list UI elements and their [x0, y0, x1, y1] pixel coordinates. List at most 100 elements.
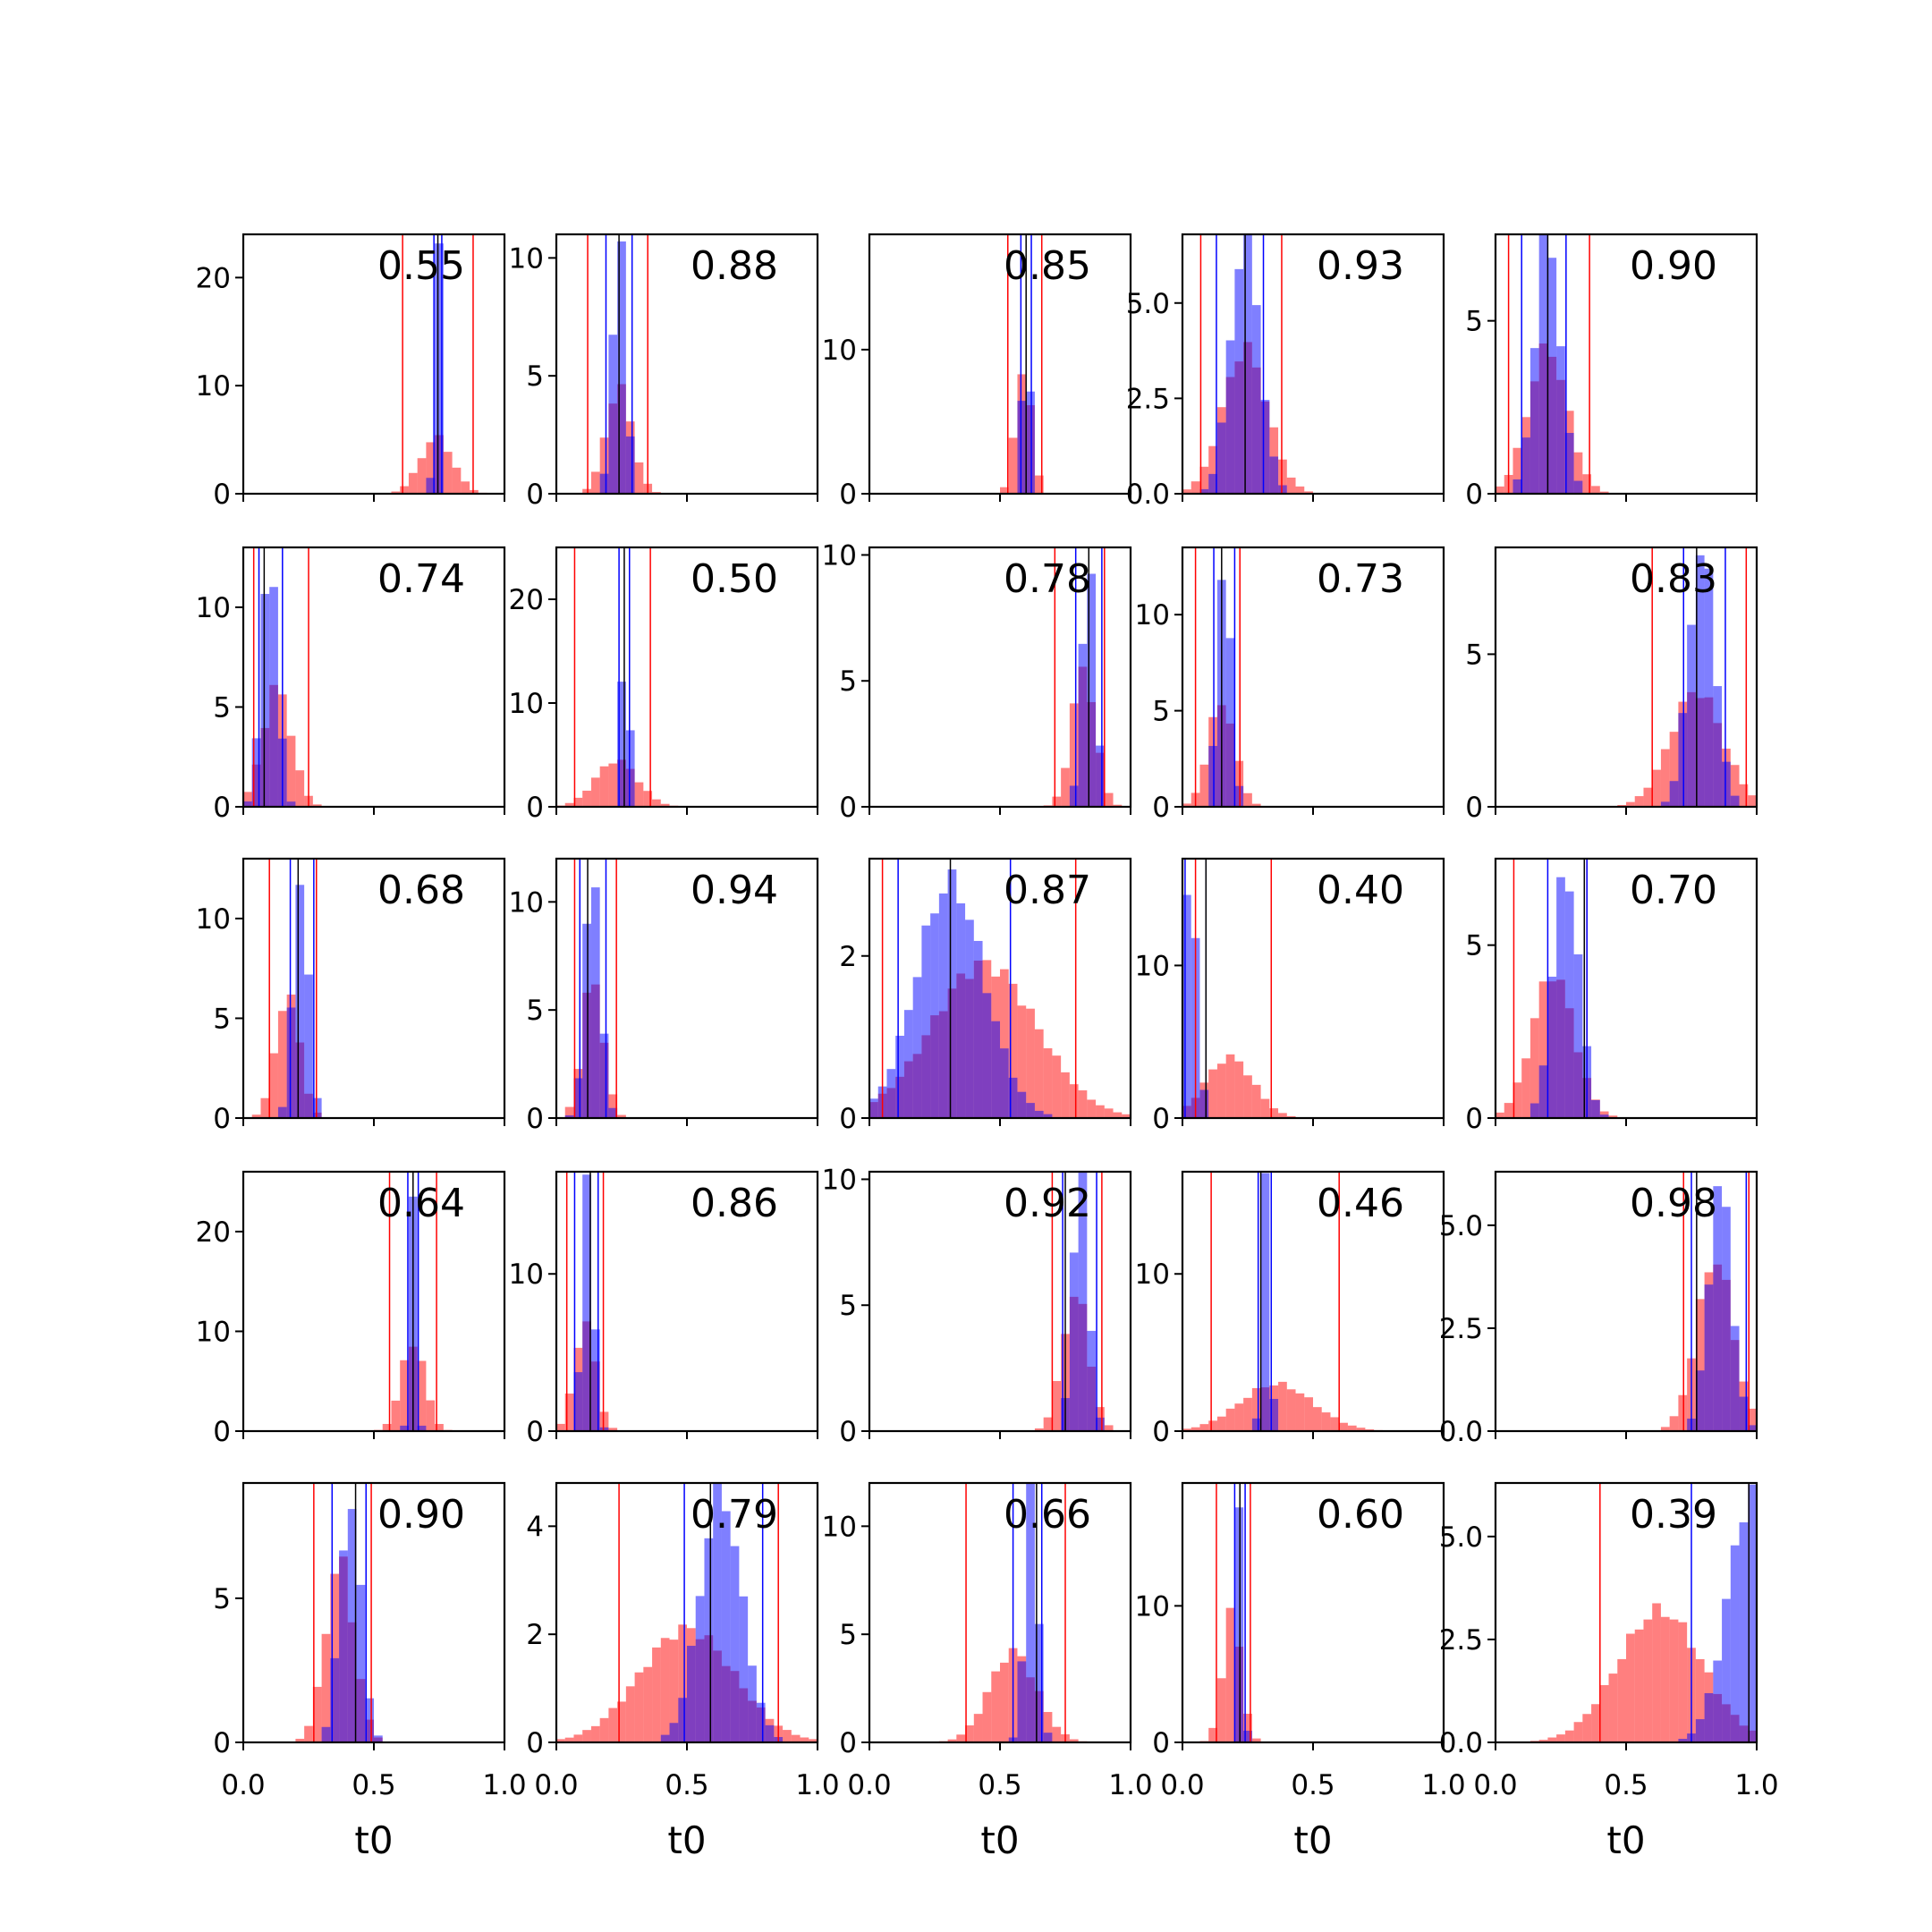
blue-histogram-bar [312, 1097, 322, 1118]
blue-histogram-bar [400, 1425, 409, 1431]
panel-value-label: 0.74 [377, 556, 465, 602]
red-histogram-bar [1034, 1428, 1044, 1431]
red-histogram-bar [1295, 486, 1305, 494]
red-histogram-bar [1251, 803, 1261, 807]
red-histogram-bar [1234, 760, 1244, 807]
red-histogram-bar [321, 1633, 331, 1742]
red-histogram-bar [1573, 1722, 1583, 1742]
y-tick-label: 2 [839, 941, 857, 973]
blue-histogram-bar [1034, 1623, 1044, 1742]
blue-histogram-bar [956, 902, 966, 1118]
x-tick-label: 0.0 [1473, 1769, 1517, 1801]
x-axis-labels-layer: 0.0 0.5 1.0 t0 0.0 0.5 1.0 t0 0.0 0.5 1.0 t0 0.0 0.5 1… [221, 1769, 1778, 1862]
y-tick-label: 0 [526, 792, 544, 824]
red-histogram-bar [1208, 1069, 1217, 1118]
red-histogram-bar [608, 1428, 618, 1431]
red-histogram-bar [1216, 1063, 1226, 1118]
blue-histogram-bar [704, 1538, 714, 1742]
red-histogram-bar [1530, 1018, 1539, 1118]
red-histogram-bar [1513, 1082, 1522, 1118]
blue-histogram-bar [599, 1033, 609, 1118]
red-histogram-bar [1069, 1084, 1079, 1118]
blue-histogram-bar [1078, 1172, 1088, 1431]
red-histogram-bar [1113, 1112, 1123, 1118]
x-tick-label: 1.0 [482, 1769, 526, 1801]
red-histogram-bar [1582, 474, 1592, 494]
red-histogram-bar [277, 1011, 287, 1118]
y-tick-label: 0 [839, 1103, 857, 1135]
blue-histogram-bar [617, 682, 626, 807]
red-histogram-bar [1208, 1420, 1217, 1431]
y-tick-label: 10 [822, 335, 857, 367]
red-histogram-bar [1199, 1424, 1209, 1431]
red-histogram-bar [1626, 801, 1635, 807]
red-histogram-bar [435, 1424, 444, 1431]
blue-histogram-bar [748, 1665, 757, 1742]
y-tick-label: 0 [213, 479, 231, 511]
y-tick-label: 5 [526, 360, 544, 393]
red-histogram-bar [1182, 489, 1191, 494]
panel-value-label: 0.92 [1004, 1181, 1091, 1226]
blue-histogram-bar [260, 594, 270, 807]
blue-histogram-bar [1573, 953, 1583, 1118]
red-histogram-bar [391, 1400, 401, 1431]
blue-histogram-bar [1251, 1418, 1261, 1431]
x-tick-label: 1.0 [795, 1769, 839, 1801]
red-histogram-bar [1634, 1629, 1644, 1742]
blue-histogram-bar [1251, 305, 1261, 494]
blue-histogram-bar [1269, 1399, 1279, 1431]
red-histogram-bar [800, 1737, 809, 1742]
red-histogram-bar [599, 437, 609, 494]
red-histogram-bar [1730, 765, 1740, 807]
y-tick-label: 5 [839, 665, 857, 698]
red-histogram-bar [1304, 491, 1313, 494]
blue-histogram-bar [1530, 348, 1539, 494]
y-tick-label: 5 [1465, 930, 1483, 962]
red-histogram-bar [330, 1573, 340, 1742]
red-histogram-bar [1061, 1072, 1070, 1118]
blue-histogram-bar [304, 974, 313, 1118]
blue-histogram-bar [356, 1584, 366, 1742]
y-tick-label: 10 [509, 886, 544, 919]
red-histogram-bar [1052, 1726, 1062, 1742]
red-histogram-bar [1660, 1616, 1670, 1742]
blue-histogram-bar [1713, 686, 1723, 807]
blue-histogram-bar [1547, 258, 1557, 494]
blue-histogram-bar [930, 913, 939, 1118]
red-histogram-bar [1052, 1055, 1062, 1118]
blue-histogram-bar [1538, 1065, 1548, 1118]
blue-histogram-bar [721, 1511, 731, 1742]
red-histogram-bar [1260, 1098, 1270, 1118]
blue-histogram-bar [1739, 1396, 1749, 1431]
blue-histogram-bar [1216, 422, 1226, 494]
blue-histogram-bar [1234, 268, 1244, 494]
blue-histogram-bar [1182, 894, 1191, 1118]
y-tick-label: 0 [839, 1416, 857, 1448]
y-tick-label: 0 [213, 792, 231, 824]
red-histogram-bar [564, 802, 574, 807]
red-histogram-bar [556, 1423, 565, 1431]
red-histogram-bar [1104, 1425, 1114, 1431]
red-histogram-bar [982, 1691, 992, 1742]
blue-histogram-bar [426, 478, 436, 494]
blue-histogram-bar [1269, 456, 1279, 494]
blue-histogram-bar [1017, 1091, 1027, 1118]
red-histogram-bar [1008, 983, 1018, 1118]
panel-value-label: 0.87 [1004, 868, 1091, 913]
y-tick-label: 2.5 [1439, 1313, 1483, 1345]
y-tick-label: 5.0 [1439, 1210, 1483, 1242]
red-histogram-bar [965, 1724, 974, 1742]
red-histogram-bar [1608, 1115, 1618, 1118]
blue-histogram-bar [1713, 1186, 1723, 1431]
red-histogram-bar [443, 452, 453, 494]
red-histogram-bar [1208, 445, 1217, 494]
red-histogram-bar [1104, 1108, 1114, 1118]
red-histogram-bar [634, 782, 644, 807]
blue-histogram-bar [1026, 1483, 1035, 1742]
blue-histogram-bar [1087, 1330, 1097, 1431]
blue-histogram-bar [573, 1372, 583, 1431]
red-histogram-bar [1695, 1299, 1705, 1431]
blue-histogram-bar [1704, 1284, 1714, 1431]
y-tick-label: 0 [1465, 792, 1483, 824]
